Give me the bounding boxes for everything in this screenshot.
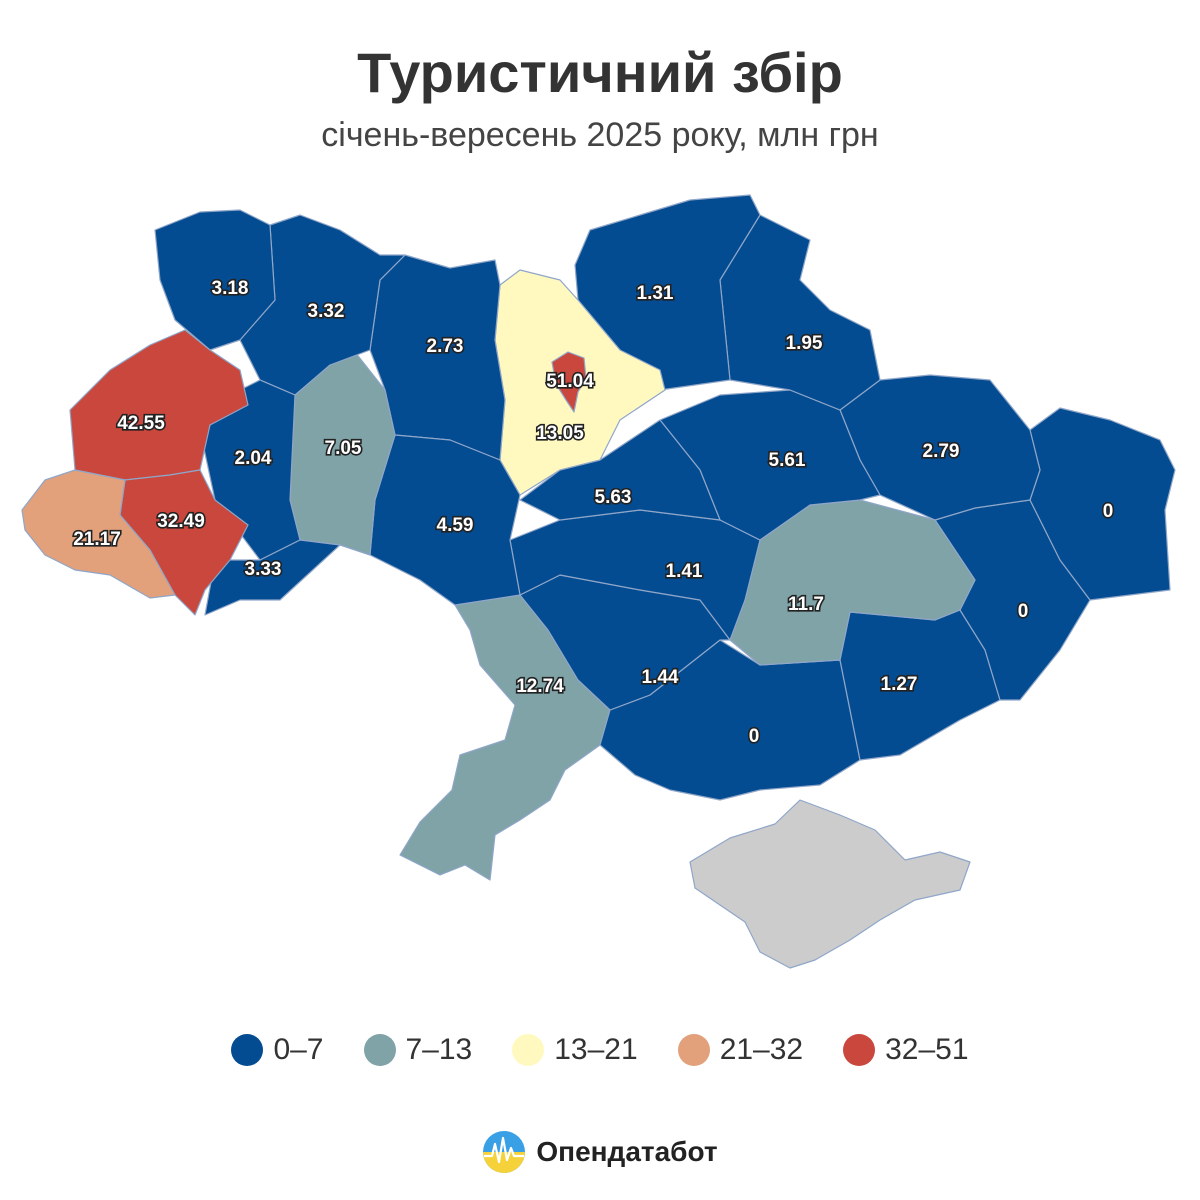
legend-item: 7–13 [363, 1033, 473, 1067]
label-mykolaiv: 1.44 [642, 667, 679, 688]
label-lviv: 42.55 [117, 413, 165, 434]
region-crimea [689, 799, 971, 969]
legend-label: 0–7 [273, 1033, 324, 1066]
label-zakarpattia: 21.17 [73, 529, 121, 550]
label-chernihiv: 1.31 [637, 283, 674, 304]
label-kharkiv: 2.79 [923, 441, 960, 462]
label-kirovohrad: 1.41 [666, 561, 703, 582]
legend-label: 7–13 [405, 1033, 473, 1066]
label-ivano-frankivsk: 32.49 [157, 511, 205, 532]
region-volyn [154, 209, 276, 351]
label-sumy: 1.95 [786, 333, 823, 354]
legend-item: 13–21 [512, 1033, 638, 1067]
region-chernivtsi [204, 539, 341, 616]
label-chernivtsi: 3.33 [245, 559, 282, 580]
region-zakarpattia [21, 469, 176, 599]
region-kyiv-city [551, 351, 587, 413]
region-chernihiv [574, 194, 761, 391]
label-zhytomyr: 2.73 [427, 336, 464, 357]
brand-name: Опендатабот [536, 1136, 718, 1167]
legend-swatch-7-13 [363, 1034, 396, 1066]
label-poltava: 5.61 [769, 450, 806, 471]
label-donetsk: 0 [1018, 601, 1029, 622]
legend-swatch-0-7 [231, 1034, 264, 1066]
region-cherkasy [519, 419, 721, 521]
legend-item: 21–32 [677, 1033, 804, 1067]
label-kyiv-city: 51.04 [546, 371, 594, 392]
legend-label: 32–51 [885, 1033, 969, 1066]
label-volyn: 3.18 [212, 278, 249, 299]
label-dnipro: 11.7 [788, 594, 824, 615]
map-subtitle: січень-вересень 2025 року, млн грн [321, 116, 879, 154]
legend-swatch-32-51 [843, 1034, 876, 1066]
label-zaporizhzhia: 1.27 [881, 674, 918, 695]
legend-item: 32–51 [843, 1033, 969, 1067]
label-kherson: 0 [749, 726, 760, 747]
map-legend: 0–7 7–13 13–21 21–32 32–51 [0, 1033, 1200, 1067]
label-odesa: 12.74 [516, 676, 564, 697]
brand: Опендатабот [0, 1130, 1200, 1174]
label-rivne: 3.32 [308, 301, 345, 322]
label-vinnytsia: 4.59 [437, 515, 474, 536]
region-sumy [719, 214, 881, 411]
label-khmelnytskyi: 7.05 [325, 438, 362, 459]
label-luhansk: 0 [1103, 501, 1114, 522]
map-title: Туристичний збір [357, 41, 843, 104]
label-cherkasy: 5.63 [595, 487, 632, 508]
legend-swatch-13-21 [512, 1034, 545, 1066]
legend-label: 13–21 [554, 1033, 638, 1066]
label-kyiv-oblast: 13.05 [536, 423, 584, 444]
opendatabot-logo-icon [483, 1131, 526, 1173]
label-ternopil: 2.04 [235, 448, 272, 469]
legend-item: 0–7 [231, 1033, 324, 1067]
legend-swatch-21-32 [677, 1034, 710, 1066]
legend-label: 21–32 [719, 1033, 804, 1066]
